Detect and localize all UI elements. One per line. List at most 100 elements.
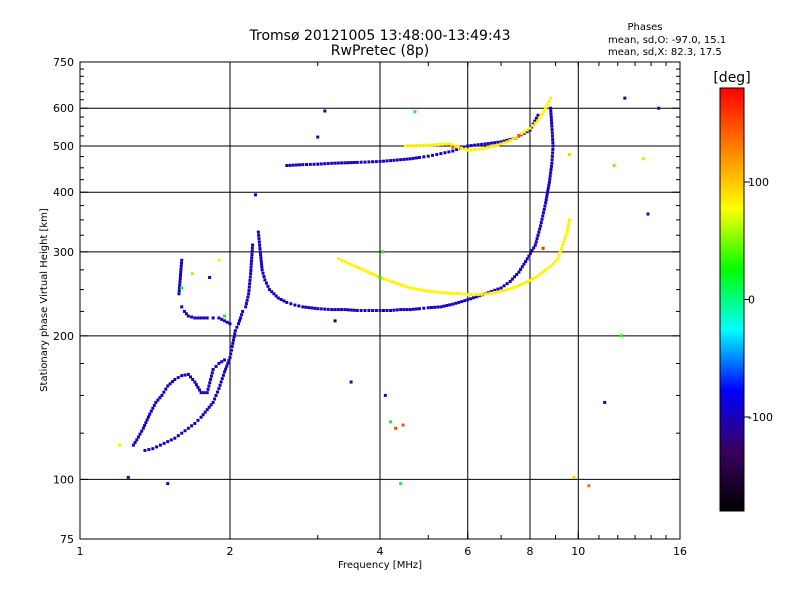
o-mode-point [363, 308, 367, 312]
x-mode-point [536, 119, 540, 123]
x-mode-point [440, 291, 444, 295]
o-mode-point [308, 162, 312, 166]
x-mode-point [469, 293, 473, 297]
x-mode-point [499, 289, 503, 293]
x-mode-point [340, 258, 344, 262]
scattered-point [567, 152, 571, 156]
colorbar [719, 87, 745, 512]
scattered-point [641, 157, 645, 161]
x-mode-point [426, 289, 430, 293]
o-mode-point [540, 217, 544, 221]
o-mode-point [173, 436, 177, 440]
o-mode-point [359, 308, 363, 312]
o-mode-point [301, 305, 305, 309]
x-mode-point [539, 272, 543, 276]
o-mode-point [451, 149, 455, 153]
colorbar-ticks: 100 0 -100 [744, 176, 773, 424]
o-mode-point [136, 435, 140, 439]
o-mode-point [414, 156, 418, 160]
o-mode-point [460, 300, 464, 304]
o-mode-point [225, 364, 229, 368]
x-mode-point [361, 268, 365, 272]
phase-box-line-o: mean, sd,O: -97.0, 15.1 [608, 35, 726, 46]
o-mode-point [202, 316, 206, 320]
x-mode-point [391, 280, 395, 284]
x-mode-point [556, 257, 560, 261]
o-mode-point [250, 246, 254, 250]
x-tick-label: 8 [527, 545, 534, 558]
scattered-point [323, 109, 327, 113]
scattered-point [401, 423, 405, 427]
o-mode-point [244, 305, 248, 309]
o-mode-point [551, 151, 555, 155]
o-mode-point [220, 377, 224, 381]
y-tick-label: 200 [53, 330, 74, 343]
o-mode-point [217, 361, 221, 365]
o-mode-point [262, 275, 266, 279]
o-mode-point [251, 243, 255, 247]
x-mode-point [505, 140, 509, 144]
o-mode-point [442, 304, 446, 308]
o-mode-point [217, 316, 221, 320]
o-mode-point [285, 164, 289, 168]
o-mode-point [209, 374, 213, 378]
o-mode-point [411, 156, 415, 160]
o-mode-point [550, 121, 554, 125]
scattered-point [623, 96, 627, 100]
x-mode-point [486, 292, 490, 296]
x-mode-point [567, 221, 571, 225]
x-mode-point [531, 124, 535, 128]
x-mode-point [355, 265, 359, 269]
o-mode-point [431, 153, 435, 157]
o-mode-point [156, 398, 160, 402]
o-mode-point [180, 305, 184, 309]
o-mode-point [548, 174, 552, 178]
o-mode-point [486, 142, 490, 146]
o-mode-point [207, 405, 211, 409]
o-mode-point [226, 361, 230, 365]
o-mode-point [199, 391, 203, 395]
o-mode-point [223, 319, 227, 323]
o-mode-point [549, 115, 553, 119]
o-mode-point [224, 367, 228, 371]
o-mode-point [217, 387, 221, 391]
x-mode-point [562, 240, 566, 244]
o-mode-point [355, 160, 359, 164]
o-mode-point [550, 154, 554, 158]
x-mode-point [514, 135, 518, 139]
x-mode-point [511, 286, 515, 290]
o-mode-point [179, 264, 183, 268]
scattered-point [451, 145, 455, 149]
x-mode-point [490, 145, 494, 149]
o-mode-point [288, 163, 292, 167]
o-mode-point [193, 380, 197, 384]
o-mode-point [211, 400, 215, 404]
o-mode-point [225, 320, 229, 324]
data-points [117, 96, 661, 488]
x-mode-point [453, 144, 457, 148]
o-mode-point [158, 443, 162, 447]
x-mode-point [437, 143, 441, 147]
scattered-point [217, 258, 221, 262]
o-mode-point [241, 309, 245, 313]
o-mode-point [330, 161, 334, 165]
o-mode-point [549, 118, 553, 122]
o-mode-point [545, 195, 549, 199]
scattered-point [389, 420, 393, 424]
o-mode-point [211, 316, 215, 320]
o-mode-point [214, 394, 218, 398]
x-mode-point [557, 253, 561, 257]
o-mode-point [363, 160, 367, 164]
x-mode-point [480, 147, 484, 151]
o-mode-point [522, 262, 526, 266]
scattered-point [316, 135, 320, 139]
o-mode-point [550, 131, 554, 135]
o-mode-point [411, 307, 415, 311]
o-mode-point [140, 429, 144, 433]
o-mode-point [221, 373, 225, 377]
x-mode-point [447, 142, 451, 146]
x-mode-point [455, 292, 459, 296]
o-mode-point [408, 308, 412, 312]
x-mode-point [528, 126, 532, 130]
o-mode-point [399, 308, 403, 312]
